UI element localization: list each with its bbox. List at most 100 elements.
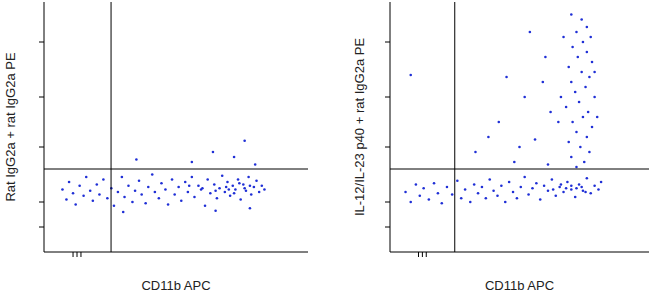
event-dot — [576, 56, 579, 59]
event-dot — [140, 193, 143, 196]
event-dot — [113, 204, 116, 207]
event-dot — [446, 186, 449, 189]
event-dot — [171, 178, 174, 181]
event-dot — [78, 184, 81, 187]
event-dot — [214, 209, 217, 212]
event-dot — [504, 201, 507, 204]
event-dot — [497, 121, 500, 124]
event-dot — [212, 151, 215, 154]
event-dot — [82, 194, 85, 197]
event-dot — [258, 191, 261, 194]
event-dot — [584, 86, 587, 89]
event-dot — [160, 182, 163, 185]
event-dot — [583, 161, 586, 164]
event-dot — [96, 183, 99, 186]
event-dot — [574, 196, 577, 199]
gate-vertical — [111, 2, 112, 252]
event-dot — [456, 179, 459, 182]
event-dot — [578, 183, 581, 186]
event-dot — [570, 81, 573, 84]
event-dot — [508, 181, 511, 184]
event-dot — [261, 184, 264, 187]
event-dot — [201, 187, 204, 190]
event-dot — [247, 176, 250, 179]
event-dot — [158, 197, 161, 200]
event-dot — [593, 184, 596, 187]
event-dot — [580, 186, 583, 189]
event-dot — [418, 194, 421, 197]
event-dot — [253, 186, 256, 189]
event-dot — [523, 96, 526, 99]
event-dot — [519, 186, 522, 189]
event-dot — [558, 186, 561, 189]
event-dot — [593, 96, 596, 99]
event-dot — [255, 179, 258, 182]
event-dot — [488, 178, 491, 181]
x-axis — [44, 252, 308, 253]
y-axis — [44, 2, 45, 252]
event-dot — [151, 173, 154, 176]
event-dot — [226, 181, 229, 184]
event-dot — [596, 116, 599, 119]
event-dot — [68, 181, 71, 184]
event-dot — [188, 184, 191, 187]
event-dot — [154, 191, 157, 194]
event-dot — [552, 188, 555, 191]
event-dot — [586, 26, 589, 29]
event-dot — [231, 184, 234, 187]
event-dot — [560, 96, 563, 99]
event-dot — [539, 198, 542, 201]
x-tick — [422, 252, 423, 257]
event-dot — [582, 116, 585, 119]
event-dot — [147, 186, 150, 189]
event-dot — [575, 166, 578, 169]
event-dot — [571, 46, 574, 49]
x-axis-label: CD11b APC — [141, 278, 210, 293]
y-tick — [385, 227, 390, 228]
event-dot — [138, 179, 141, 182]
event-dot — [589, 192, 592, 195]
y-tick — [39, 97, 44, 98]
event-dot — [464, 188, 467, 191]
event-dot — [117, 191, 120, 194]
event-dot — [566, 181, 569, 184]
event-dot — [243, 139, 246, 142]
panel: CD11b APCIL-12/IL-23 p40 + rat IgG2a PE — [352, 2, 649, 293]
event-dot — [527, 193, 530, 196]
event-dot — [567, 141, 570, 144]
y-tick — [385, 147, 390, 148]
event-dot — [597, 188, 600, 191]
event-dot — [586, 136, 589, 139]
event-dot — [121, 176, 124, 179]
event-dot — [574, 91, 577, 94]
event-dot — [580, 71, 583, 74]
y-tick — [385, 42, 390, 43]
event-dot — [233, 192, 236, 195]
event-dot — [167, 203, 170, 206]
event-dot — [582, 189, 585, 192]
x-axis-label: CD11b APC — [485, 278, 554, 293]
event-dot — [565, 187, 568, 190]
event-dot — [560, 183, 563, 186]
event-dot — [580, 18, 583, 21]
event-dot — [549, 111, 552, 114]
event-dot — [263, 188, 266, 191]
y-axis-label: Rat IgG2a + rat IgG2a PE — [3, 52, 18, 202]
event-dot — [588, 151, 591, 154]
event-dot — [213, 183, 216, 186]
event-dot — [570, 13, 573, 16]
event-dot — [422, 187, 425, 190]
event-dot — [567, 66, 570, 69]
event-dot — [547, 189, 550, 192]
event-dot — [477, 192, 480, 195]
event-dot — [187, 191, 190, 194]
event-dot — [233, 156, 236, 159]
event-dot — [85, 176, 88, 179]
y-tick — [39, 42, 44, 43]
event-dot — [492, 189, 495, 192]
event-dot — [570, 184, 573, 187]
event-dot — [228, 188, 231, 191]
event-dot — [234, 188, 237, 191]
event-dot — [543, 184, 546, 187]
event-dot — [587, 111, 590, 114]
